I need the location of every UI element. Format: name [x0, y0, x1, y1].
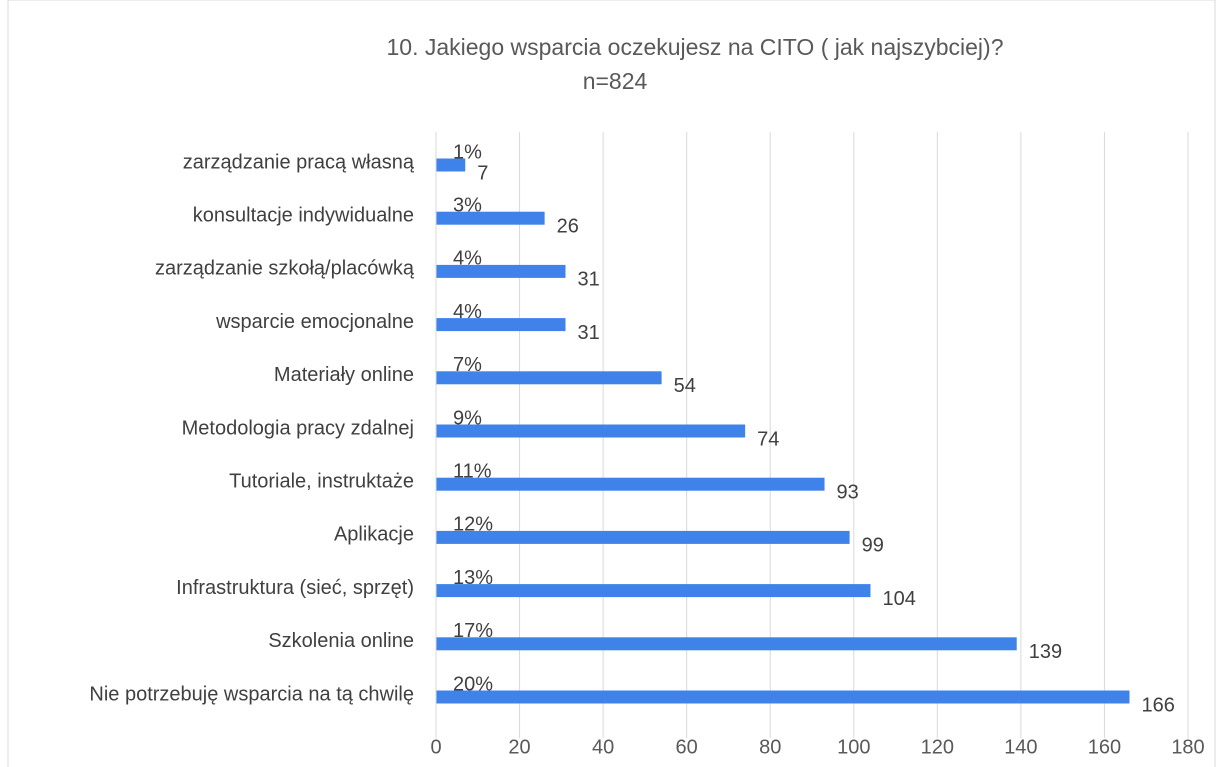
percent-label: 11% — [453, 460, 492, 482]
value-label: 139 — [1029, 641, 1062, 663]
bar — [436, 477, 825, 491]
value-label: 54 — [674, 375, 696, 397]
category-label: Metodologia pracy zdalnej — [182, 417, 414, 439]
bar — [436, 158, 466, 172]
chart-title: 10. Jakiego wsparcia oczekujesz na CITO … — [386, 34, 1003, 60]
category-label: wsparcie emocjonalne — [215, 311, 414, 333]
category-label: Nie potrzebuję wsparcia na tą chwilę — [89, 683, 414, 705]
value-label: 93 — [837, 481, 859, 503]
category-label: zarządzanie pracą własną — [183, 151, 415, 173]
value-label: 74 — [757, 428, 779, 450]
x-tick-label: 40 — [592, 736, 614, 758]
x-tick-label: 80 — [759, 736, 781, 758]
x-tick-label: 180 — [1171, 736, 1204, 758]
percent-label: 9% — [453, 407, 482, 429]
chart-subtitle: n=824 — [583, 68, 648, 94]
value-label: 31 — [578, 269, 600, 291]
percent-label: 4% — [453, 301, 482, 323]
x-tick-label: 100 — [837, 736, 870, 758]
value-label: 166 — [1142, 694, 1175, 716]
category-label: Tutoriale, instruktaże — [229, 470, 414, 492]
percent-label: 12% — [453, 514, 493, 536]
bar — [436, 584, 871, 598]
category-label: zarządzanie szkołą/placówką — [155, 258, 415, 280]
category-label: Aplikacje — [334, 524, 414, 546]
bar — [436, 637, 1017, 651]
percent-label: 4% — [453, 248, 482, 270]
percent-label: 1% — [453, 141, 482, 163]
percent-label: 13% — [453, 567, 493, 589]
percent-label: 17% — [453, 620, 493, 642]
bar — [436, 424, 746, 438]
value-label: 7 — [477, 162, 488, 184]
value-label: 26 — [557, 215, 579, 237]
x-tick-label: 160 — [1088, 736, 1121, 758]
value-label: 99 — [862, 535, 884, 557]
bar — [436, 690, 1130, 704]
bar — [436, 264, 566, 278]
x-tick-label: 20 — [508, 736, 530, 758]
x-tick-label: 140 — [1004, 736, 1037, 758]
x-tick-label: 120 — [921, 736, 954, 758]
value-label: 31 — [578, 322, 600, 344]
category-label: Materiały online — [274, 364, 414, 386]
bar — [436, 211, 545, 225]
bar — [436, 318, 566, 332]
value-label: 104 — [882, 588, 915, 610]
category-label: Infrastruktura (sieć, sprzęt) — [176, 577, 414, 599]
x-tick-label: 60 — [676, 736, 698, 758]
category-label: konsultacje indywidualne — [193, 204, 414, 226]
bar — [436, 371, 662, 385]
percent-label: 7% — [453, 354, 482, 376]
category-label: Szkolenia online — [268, 630, 414, 652]
x-tick-label: 0 — [430, 736, 441, 758]
percent-label: 20% — [453, 673, 493, 695]
bar — [436, 530, 850, 544]
percent-label: 3% — [453, 194, 482, 216]
